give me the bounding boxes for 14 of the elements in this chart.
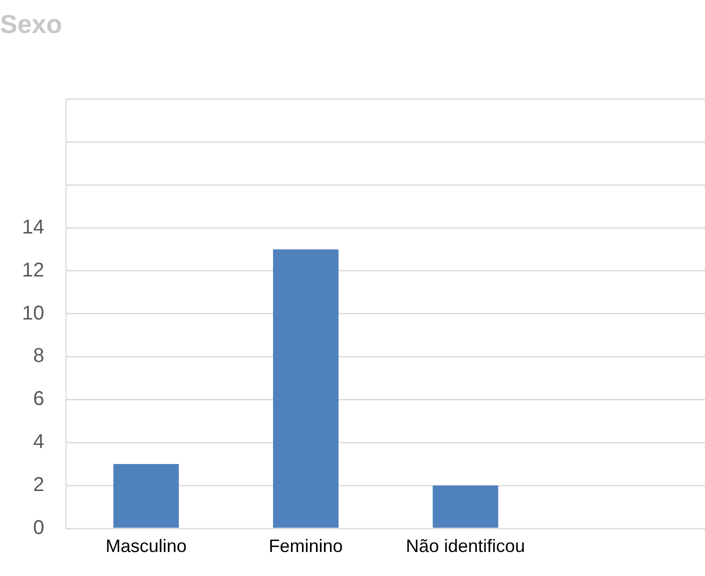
y-tick-label: 0: [33, 516, 44, 539]
bar: [273, 249, 339, 528]
y-tick-label: 10: [22, 302, 44, 324]
y-tick-label: 14: [22, 216, 44, 238]
y-tick-label: 8: [33, 345, 44, 368]
x-tick-label: Feminino: [268, 536, 343, 556]
x-tick-label: Não identificou: [406, 536, 526, 556]
y-tick-label: 2: [33, 474, 44, 496]
y-tick-label: 4: [33, 431, 44, 454]
bar: [432, 485, 498, 528]
y-tick-label: 6: [33, 388, 44, 410]
y-tick-label: 12: [22, 259, 44, 282]
bar: [113, 464, 179, 528]
x-tick-label: Masculino: [106, 536, 187, 556]
